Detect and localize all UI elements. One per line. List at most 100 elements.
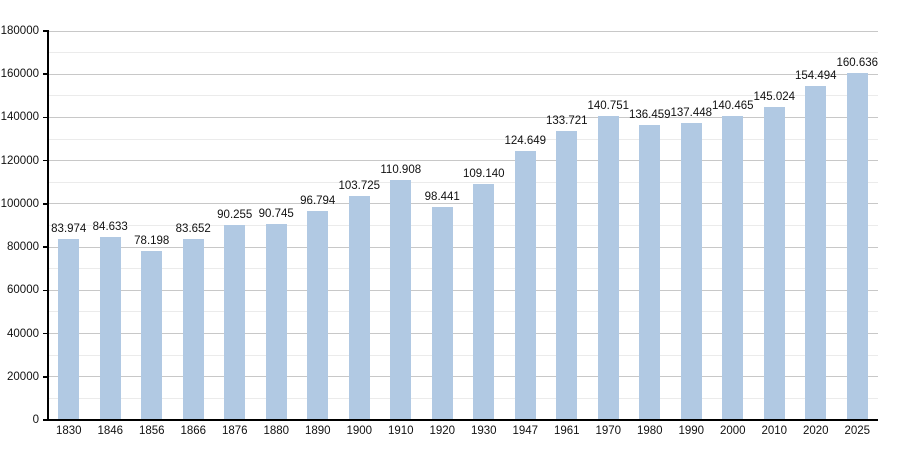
y-tick-label: 40000 <box>7 327 39 340</box>
bar-1880 <box>265 223 287 420</box>
bar-value-label: 136.459 <box>628 109 671 122</box>
bar-1846 <box>99 237 121 420</box>
minor-gridline <box>48 138 878 140</box>
bar-value-label: 103.725 <box>338 179 381 192</box>
x-tick-label: 2025 <box>844 425 871 437</box>
minor-gridline <box>48 225 878 226</box>
bar-1900 <box>348 195 370 420</box>
x-tick-label: 1830 <box>55 425 82 437</box>
bar-value-label: 133.721 <box>545 115 588 127</box>
bar-value-label: 109.140 <box>462 168 505 181</box>
y-axis <box>47 30 49 421</box>
y-axis-tick <box>43 289 48 292</box>
major-gridline <box>48 289 878 291</box>
x-tick-label: 1920 <box>429 425 456 437</box>
bar-1990 <box>680 122 702 420</box>
x-tick-label: 1880 <box>263 425 290 437</box>
x-tick-label: 1990 <box>678 425 705 437</box>
major-gridline <box>48 333 878 335</box>
bar-value-label: 90.255 <box>217 208 253 221</box>
y-tick-label: 20000 <box>7 370 39 383</box>
x-tick-label: 1890 <box>304 425 331 437</box>
x-tick-label: 1866 <box>180 425 207 437</box>
bar-1970 <box>597 115 619 420</box>
bar-1866 <box>182 239 204 420</box>
bar-2020 <box>805 86 827 420</box>
bar-1890 <box>307 210 329 420</box>
bar-1961 <box>556 131 578 420</box>
y-axis-tick <box>43 246 48 248</box>
y-tick-label: 160000 <box>0 68 39 81</box>
major-gridline <box>48 73 878 75</box>
x-tick-label: 1961 <box>553 425 580 437</box>
x-tick-label: 2010 <box>761 425 788 437</box>
bar-1947 <box>514 150 536 420</box>
bar-value-label: 84.633 <box>92 221 128 234</box>
bar-1980 <box>639 125 661 420</box>
major-gridline <box>48 203 878 205</box>
x-tick-label: 1980 <box>636 425 663 437</box>
x-tick-label: 1947 <box>512 425 539 437</box>
y-axis-tick <box>43 332 48 335</box>
minor-gridline <box>48 52 878 54</box>
x-tick-label: 1856 <box>138 425 165 437</box>
major-gridline <box>48 30 878 32</box>
bar-2000 <box>722 116 744 420</box>
bar-value-label: 83.974 <box>51 222 87 235</box>
bar-2025 <box>846 72 868 420</box>
minor-gridline <box>48 311 878 313</box>
bar-value-label: 98.441 <box>424 191 460 204</box>
bar-value-label: 140.751 <box>587 99 630 112</box>
y-axis-tick <box>43 159 48 162</box>
y-axis-tick <box>43 376 48 378</box>
x-tick-label: 1876 <box>221 425 248 437</box>
bar-1930 <box>473 184 495 420</box>
bar-value-label: 96.794 <box>300 194 336 207</box>
minor-gridline <box>48 181 878 183</box>
bar-1830 <box>58 238 80 420</box>
x-tick-label: 1910 <box>387 425 414 437</box>
x-tick-label: 1970 <box>595 425 622 437</box>
minor-gridline <box>48 397 878 399</box>
y-axis-tick <box>43 419 48 421</box>
bar-1920 <box>431 207 453 420</box>
bar-value-label: 154.494 <box>794 70 837 83</box>
x-tick-label: 2000 <box>719 425 746 437</box>
x-tick-label: 1900 <box>346 425 373 437</box>
bar-value-label: 78.198 <box>134 235 170 247</box>
y-tick-label: 140000 <box>0 111 39 124</box>
y-tick-label: 0 <box>32 414 39 426</box>
minor-gridline <box>48 268 878 270</box>
bar-value-label: 140.465 <box>711 100 754 113</box>
bar-1876 <box>224 224 246 420</box>
x-axis <box>47 419 878 421</box>
major-gridline <box>48 376 878 378</box>
bar-value-label: 160.636 <box>836 56 879 69</box>
major-gridline <box>48 116 878 118</box>
bar-1856 <box>141 251 163 420</box>
bar-value-label: 90.745 <box>258 207 294 220</box>
bar-value-label: 145.024 <box>753 90 796 103</box>
y-axis-tick <box>43 30 48 32</box>
y-tick-label: 180000 <box>0 25 39 37</box>
x-tick-label: 2020 <box>802 425 829 437</box>
bar-value-label: 137.448 <box>670 106 713 119</box>
y-axis-tick <box>43 73 48 75</box>
bar-1910 <box>390 180 412 420</box>
y-tick-label: 120000 <box>0 154 39 167</box>
y-tick-label: 60000 <box>7 284 39 297</box>
minor-gridline <box>48 95 878 97</box>
bar-value-label: 110.908 <box>380 164 422 177</box>
bar-value-label: 124.649 <box>504 134 547 147</box>
minor-gridline <box>48 354 878 356</box>
x-tick-label: 1846 <box>97 425 124 437</box>
major-gridline <box>48 160 878 162</box>
y-axis-tick <box>43 203 48 205</box>
bar-value-label: 83.652 <box>175 223 211 236</box>
bar-2010 <box>763 106 785 420</box>
y-axis-tick <box>43 116 48 119</box>
y-tick-label: 80000 <box>7 241 39 254</box>
y-tick-label: 100000 <box>0 197 39 210</box>
x-tick-label: 1930 <box>470 425 497 437</box>
